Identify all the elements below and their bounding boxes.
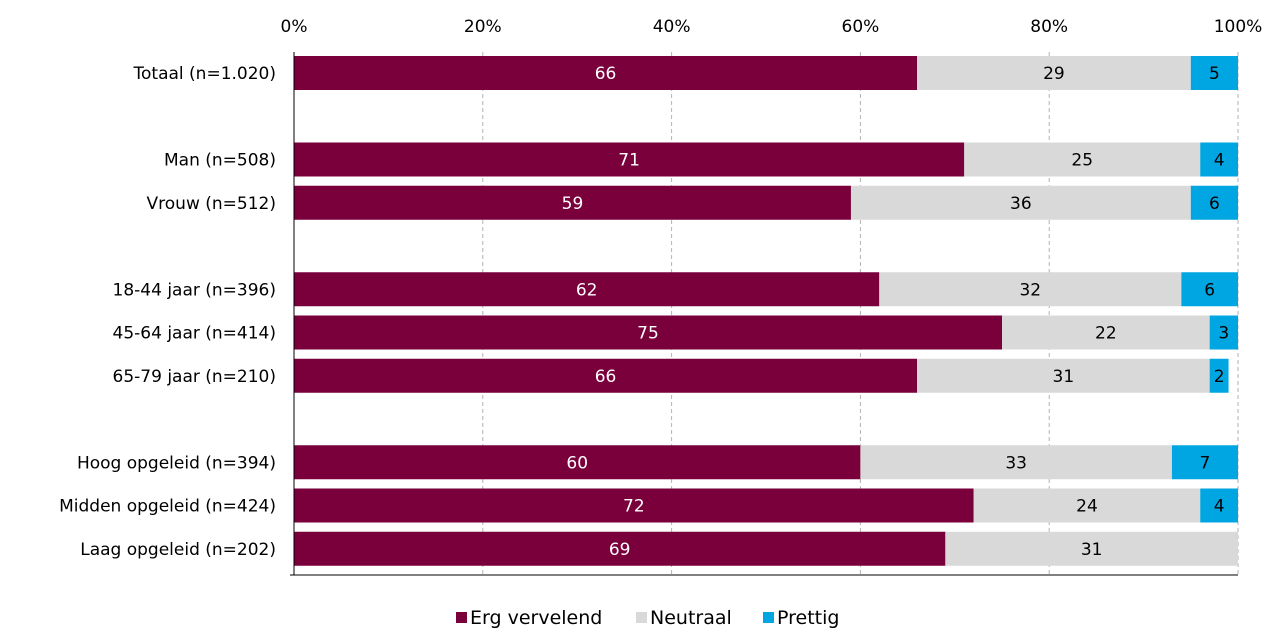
data-label-erg-vervelend: 59	[562, 194, 584, 214]
bar-neutraal	[879, 272, 1182, 307]
data-label-prettig: 6	[1204, 280, 1215, 300]
category-label: 18-44 jaar (n=396)	[113, 280, 276, 300]
bar-erg-vervelend	[294, 272, 880, 307]
legend: Erg vervelend Neutraal Prettig	[456, 607, 839, 629]
data-label-erg-vervelend: 72	[623, 497, 645, 517]
legend-swatch-erg-vervelend	[456, 612, 467, 623]
data-label-neutraal: 22	[1095, 324, 1117, 344]
category-label: Vrouw (n=512)	[147, 194, 276, 214]
x-tick-label: 100%	[1214, 17, 1263, 37]
bar-prettig	[1200, 142, 1238, 177]
bar-erg-vervelend	[294, 56, 918, 90]
x-axis-ticks: 0% 20% 40% 60% 80% 100%	[281, 17, 1263, 37]
bar-neutraal	[1002, 315, 1210, 350]
axes	[290, 52, 1238, 576]
grid-lines	[482, 52, 1239, 575]
legend-label-prettig: Prettig	[777, 607, 839, 629]
bar-neutraal	[945, 531, 1238, 566]
data-label-neutraal: 31	[1053, 367, 1075, 387]
bar-erg-vervelend	[294, 531, 946, 566]
legend-label-erg-vervelend: Erg vervelend	[470, 607, 602, 629]
bar-prettig	[1171, 445, 1238, 480]
category-label: 45-64 jaar (n=414)	[113, 324, 276, 344]
data-label-erg-vervelend: 69	[609, 540, 631, 560]
data-label-neutraal: 33	[1005, 453, 1027, 473]
bar-erg-vervelend	[294, 142, 965, 177]
bar-erg-vervelend	[294, 488, 974, 523]
data-label-neutraal: 29	[1043, 64, 1065, 84]
bar-erg-vervelend	[294, 358, 918, 393]
bar-erg-vervelend	[294, 445, 861, 480]
data-label-prettig: 6	[1209, 194, 1220, 214]
data-label-prettig: 4	[1214, 151, 1225, 171]
data-label-erg-vervelend: 66	[595, 64, 617, 84]
bars: 66 29 571 25 459 36 662 32 675 22 366 31 260 33 772 24 4…	[294, 56, 1238, 566]
bar-neutraal	[973, 488, 1201, 523]
bar-prettig	[1209, 315, 1238, 350]
data-label-prettig: 5	[1209, 64, 1220, 84]
bar-prettig	[1200, 488, 1238, 523]
data-label-prettig: 2	[1214, 367, 1225, 387]
data-label-neutraal: 36	[1010, 194, 1032, 214]
category-label: Laag opgeleid (n=202)	[80, 540, 276, 560]
bar-neutraal	[964, 142, 1201, 177]
category-label: Hoog opgeleid (n=394)	[77, 453, 276, 473]
bar-prettig	[1190, 185, 1238, 220]
x-tick-label: 60%	[842, 17, 880, 37]
legend-swatch-neutraal	[636, 612, 647, 623]
data-label-erg-vervelend: 75	[637, 324, 659, 344]
bar-erg-vervelend	[294, 315, 1002, 350]
x-tick-label: 40%	[653, 17, 691, 37]
legend-swatch-prettig	[763, 612, 774, 623]
data-label-neutraal: 31	[1081, 540, 1103, 560]
bar-neutraal	[860, 445, 1172, 480]
bar-neutraal	[850, 185, 1191, 220]
bar-prettig	[1181, 272, 1238, 307]
data-label-erg-vervelend: 66	[595, 367, 617, 387]
legend-label-neutraal: Neutraal	[650, 607, 732, 629]
data-label-prettig: 7	[1200, 453, 1211, 473]
bar-prettig	[1209, 358, 1229, 393]
data-label-erg-vervelend: 62	[576, 280, 598, 300]
data-label-erg-vervelend: 71	[618, 151, 640, 171]
category-label: 65-79 jaar (n=210)	[113, 367, 276, 387]
x-tick-label: 0%	[281, 17, 308, 37]
bar-neutraal	[917, 56, 1191, 90]
data-label-prettig: 4	[1214, 497, 1225, 517]
category-label: Totaal (n=1.020)	[133, 64, 276, 84]
bar-erg-vervelend	[294, 185, 851, 220]
data-label-neutraal: 24	[1076, 497, 1098, 517]
category-labels: Totaal (n=1.020) Man (n=508) Vrouw (n=512)…	[59, 64, 276, 560]
data-label-neutraal: 25	[1071, 151, 1093, 171]
data-label-erg-vervelend: 60	[566, 453, 588, 473]
x-tick-label: 20%	[464, 17, 502, 37]
data-label-prettig: 3	[1218, 324, 1229, 344]
data-label-neutraal: 32	[1019, 280, 1041, 300]
category-label: Midden opgeleid (n=424)	[59, 497, 276, 517]
category-label: Man (n=508)	[164, 151, 276, 171]
x-tick-label: 80%	[1030, 17, 1068, 37]
bar-neutraal	[917, 358, 1210, 393]
bar-prettig	[1190, 56, 1238, 90]
